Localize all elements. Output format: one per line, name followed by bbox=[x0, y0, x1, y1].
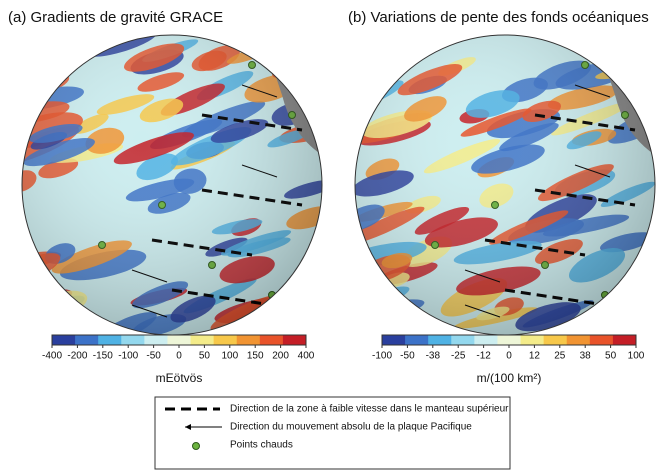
legend-label: Points chauds bbox=[230, 440, 293, 451]
legend-label: Direction du mouvement absolu de la plaq… bbox=[230, 422, 472, 433]
panel-title: (b) Variations de pente des fonds océani… bbox=[348, 9, 649, 26]
colorbar-segment bbox=[167, 335, 191, 345]
colorbar-tick-label: 12 bbox=[529, 351, 541, 362]
colorbar-unit: mEötvös bbox=[156, 371, 203, 385]
colorbar-segment bbox=[474, 335, 498, 345]
colorbar-segment bbox=[590, 335, 614, 345]
colorbar-tick-label: -400 bbox=[42, 351, 62, 362]
colorbar-segment bbox=[75, 335, 99, 345]
colorbar-tick-label: 150 bbox=[247, 351, 264, 362]
colorbar-tick-label: -200 bbox=[67, 351, 87, 362]
figure: (a) Gradients de gravité GRACE (b) Varia… bbox=[0, 0, 667, 473]
panel-title: (a) Gradients de gravité GRACE bbox=[8, 9, 223, 26]
colorbar-tick-label: 100 bbox=[628, 351, 645, 362]
colorbar-tick-label: -100 bbox=[372, 351, 392, 362]
colorbar-tick-label: -50 bbox=[146, 351, 161, 362]
colorbars: -400 -200 -150 -100 -50 0 50 100 150 200 400 mEötvö… bbox=[42, 335, 645, 385]
colorbar-segment bbox=[121, 335, 145, 345]
colorbar-tick-label: -50 bbox=[400, 351, 415, 362]
colorbar-segment bbox=[451, 335, 475, 345]
anomaly bbox=[333, 318, 380, 340]
colorbar-segment bbox=[98, 335, 122, 345]
colorbar-segment bbox=[144, 335, 168, 345]
colorbar-tick-label: 50 bbox=[199, 351, 211, 362]
colorbar-tick-label: -38 bbox=[426, 351, 441, 362]
colorbar-tick-label: 50 bbox=[605, 351, 617, 362]
colorbar-segment bbox=[405, 335, 429, 345]
colorbar-segment bbox=[214, 335, 238, 345]
globe-outline bbox=[355, 35, 655, 335]
colorbar-segment bbox=[260, 335, 284, 345]
colorbar-tick-label: -12 bbox=[476, 351, 491, 362]
colorbar-tick-label: -150 bbox=[93, 351, 113, 362]
colorbar-segment bbox=[428, 335, 452, 345]
colorbar-tick-label: 0 bbox=[506, 351, 512, 362]
colorbar-segment bbox=[237, 335, 261, 345]
anomaly bbox=[623, 286, 667, 320]
colorbar-tick-label: -25 bbox=[451, 351, 466, 362]
colorbar-segment bbox=[567, 335, 591, 345]
colorbar-segment bbox=[52, 335, 76, 345]
colorbar-tick-label: 200 bbox=[272, 351, 289, 362]
colorbar-tick-label: 0 bbox=[176, 351, 182, 362]
colorbar-segment bbox=[191, 335, 215, 345]
colorbar-tick-label: 25 bbox=[554, 351, 566, 362]
colorbar-segment bbox=[613, 335, 637, 345]
colorbar-tick-label: 38 bbox=[580, 351, 592, 362]
colorbar-tick-label: -100 bbox=[118, 351, 138, 362]
colorbar-segment bbox=[497, 335, 521, 345]
colorbar-tick-label: 400 bbox=[298, 351, 315, 362]
colorbar-segment bbox=[544, 335, 568, 345]
colorbar-segment bbox=[283, 335, 307, 345]
legend-label: Direction de la zone à faible vitesse da… bbox=[230, 404, 509, 415]
anomaly bbox=[628, 45, 666, 74]
anomaly bbox=[629, 72, 667, 105]
legend-dot bbox=[193, 443, 200, 450]
globe-outline bbox=[22, 35, 322, 335]
anomaly bbox=[22, 44, 71, 67]
colorbar-segment bbox=[521, 335, 545, 345]
colorbar-tick-label: 100 bbox=[221, 351, 238, 362]
colorbar-unit: m/(100 km²) bbox=[477, 371, 542, 385]
colorbar-segment bbox=[382, 335, 406, 345]
